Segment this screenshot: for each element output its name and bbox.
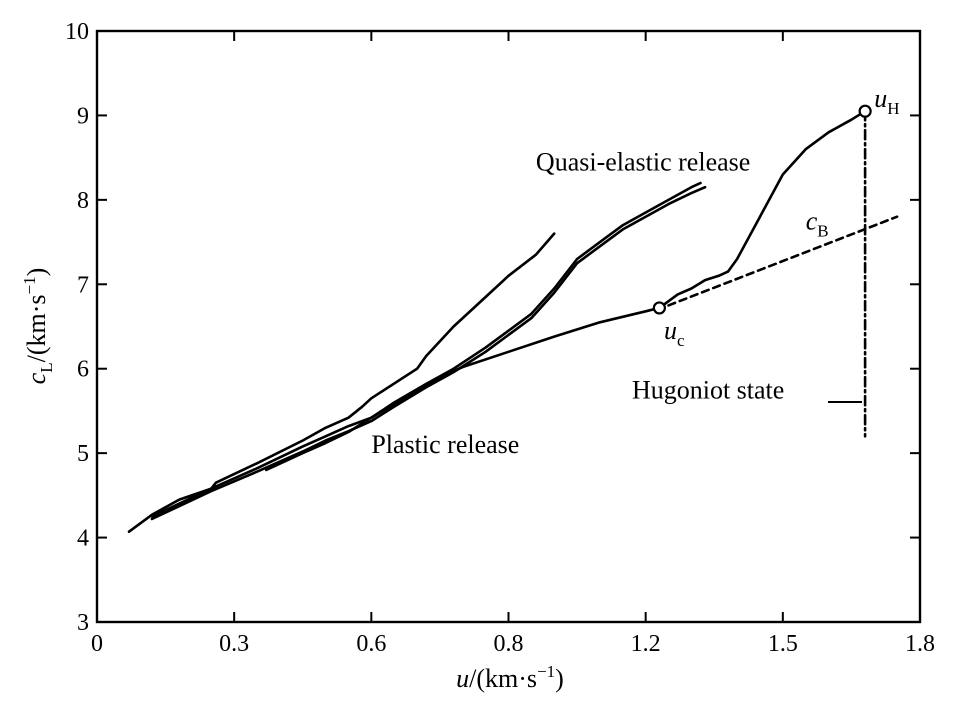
axis-ticks [96,30,921,623]
x-tick-label: 0.3 [219,631,249,657]
annotation-group: Quasi-elastic release Plastic release Hugo… [371,84,899,459]
x-axis-title: u/(km·s−1) [456,662,564,693]
y-tick-label: 6 [77,357,89,383]
series-line-5 [658,109,867,310]
annotation-label: cB [806,206,829,240]
annotation-label: uH [874,84,899,118]
x-tick-label: 1.2 [631,631,661,657]
series-line-4 [264,306,661,472]
y-tick-label: 8 [77,188,89,214]
state-marker [652,301,666,315]
x-tick-label: 0 [91,631,103,657]
y-tick-label: 10 [65,19,89,45]
series-line-1 [127,232,556,534]
x-tick-label: 0.6 [356,631,386,657]
series-line-6 [667,215,899,307]
marker-group [652,104,872,315]
y-tick-label: 4 [77,526,89,552]
x-tick-labels: 0 0.3 0.6 0.8 1.2 1.5 1.8 [91,631,935,657]
y-tick-labels: 3 4 5 6 7 8 9 10 [65,19,89,636]
annotation-label: uc [664,316,685,350]
x-tick-label: 0.8 [494,631,524,657]
y-tick-label: 9 [77,103,89,129]
y-tick-label: 7 [77,272,89,298]
x-tick-label: 1.8 [905,631,935,657]
series-line-2 [150,181,702,518]
annotation-label: Hugoniot state [632,375,784,404]
state-marker [858,104,872,118]
y-axis-title: cL/(km·s−1) [20,268,56,385]
y-tick-label: 3 [77,610,89,636]
series-line-3 [150,185,707,521]
plot-frame [95,29,922,624]
series-group [127,109,899,534]
x-tick-label: 1.5 [768,631,798,657]
annotation-label: Plastic release [371,430,519,459]
annotation-label: Quasi-elastic release [536,147,750,176]
y-tick-label: 5 [77,441,89,467]
